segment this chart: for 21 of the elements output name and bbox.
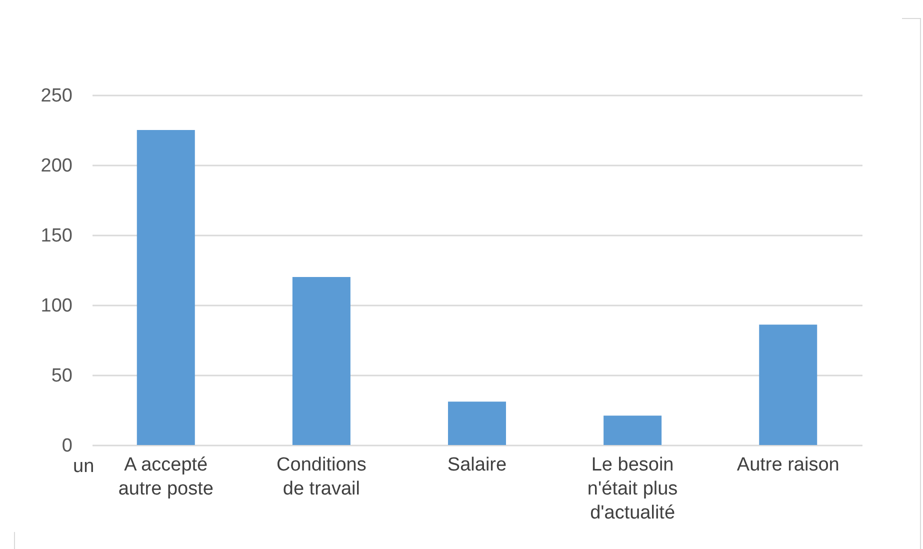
category-label: Le besoin xyxy=(591,454,674,476)
y-tick-label: 50 xyxy=(51,366,72,386)
bar xyxy=(448,402,506,445)
text: un xyxy=(73,456,94,478)
bar xyxy=(759,324,818,445)
category-label: Autre raison xyxy=(736,454,840,476)
bar xyxy=(604,416,662,445)
category-label: d'actualité xyxy=(590,502,676,524)
y-tick-label: 150 xyxy=(40,226,72,246)
category-label: Salaire xyxy=(447,454,507,476)
y-tick-label: 0 xyxy=(62,436,72,456)
bar xyxy=(292,277,350,445)
category-label: de travail xyxy=(282,478,360,500)
category-label: A accepté xyxy=(124,454,208,476)
y-tick-label: 100 xyxy=(40,296,72,316)
y-tick-label: 200 xyxy=(40,156,72,176)
bar xyxy=(136,130,195,445)
category-label: autre poste xyxy=(118,478,214,500)
category-label: n'était plus xyxy=(587,478,678,500)
category-label: Conditions xyxy=(276,454,366,476)
y-tick-label: 250 xyxy=(40,86,72,106)
